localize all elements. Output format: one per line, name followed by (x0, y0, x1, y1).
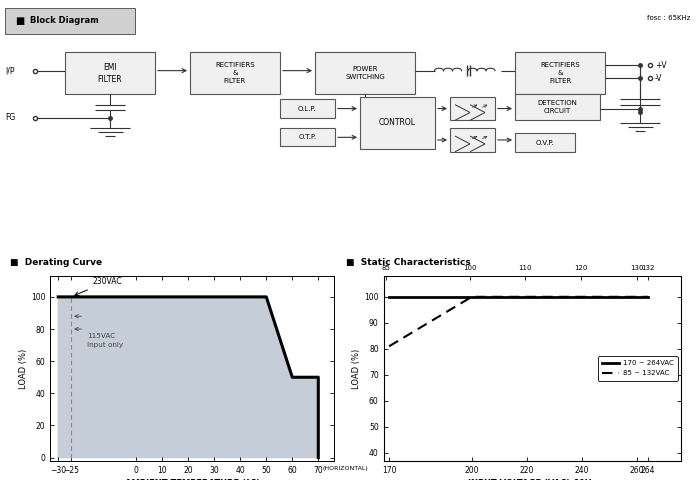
Line: 85 ~ 132VAC: 85 ~ 132VAC (389, 297, 648, 346)
Bar (190, 52, 280, 94)
Bar (450, 128, 495, 152)
Text: POWER
SWITCHING: POWER SWITCHING (345, 66, 385, 80)
85 ~ 132VAC (644, 294, 652, 300)
Text: DETECTION
CIRCUIT: DETECTION CIRCUIT (538, 100, 578, 114)
Text: FG: FG (5, 113, 15, 122)
X-axis label: INPUT VOLTAGE (VAC) 60Hz: INPUT VOLTAGE (VAC) 60Hz (468, 479, 596, 480)
85 ~ 132VAC (468, 294, 476, 300)
Text: fosc : 65KHz: fosc : 65KHz (647, 15, 690, 21)
85 ~ 132VAC (385, 343, 393, 349)
Text: I/P: I/P (5, 66, 15, 75)
Legend: 170 ~ 264VAC, 85 ~ 132VAC: 170 ~ 264VAC, 85 ~ 132VAC (598, 356, 678, 381)
Text: O.T.P.: O.T.P. (298, 134, 316, 140)
Polygon shape (58, 297, 318, 457)
Y-axis label: LOAD (%): LOAD (%) (20, 348, 28, 388)
Bar (5, 8, 135, 34)
Text: ■: ■ (15, 16, 24, 26)
Text: 115VAC
Input only: 115VAC Input only (87, 333, 123, 348)
Text: Block Diagram: Block Diagram (30, 16, 99, 25)
Text: ■  Derating Curve: ■ Derating Curve (10, 258, 103, 267)
Y-axis label: LOAD (%): LOAD (%) (353, 348, 361, 388)
Text: RECTIFIERS
&
FILTER: RECTIFIERS & FILTER (215, 62, 255, 84)
Bar (450, 97, 495, 120)
Text: O.V.P.: O.V.P. (536, 140, 554, 145)
Bar (280, 128, 335, 146)
Bar (315, 52, 415, 94)
Text: 230VAC: 230VAC (75, 277, 122, 296)
Bar (280, 99, 335, 118)
Text: O.L.P.: O.L.P. (298, 106, 317, 111)
Text: RECTIFIERS
&
FILTER: RECTIFIERS & FILTER (540, 62, 580, 84)
Text: +V: +V (655, 61, 666, 70)
Text: EMI
FILTER: EMI FILTER (98, 63, 122, 84)
Text: ■  Static Characteristics: ■ Static Characteristics (346, 258, 471, 267)
Bar (515, 52, 605, 94)
Text: CONTROL: CONTROL (379, 119, 416, 128)
Bar (515, 133, 575, 152)
X-axis label: AMBIENT TEMPERATURE (°C): AMBIENT TEMPERATURE (°C) (125, 479, 260, 480)
Text: -V: -V (655, 74, 662, 83)
Bar (515, 94, 600, 120)
Text: (HORIZONTAL): (HORIZONTAL) (322, 467, 368, 471)
Bar (360, 97, 435, 149)
Bar (65, 52, 155, 94)
